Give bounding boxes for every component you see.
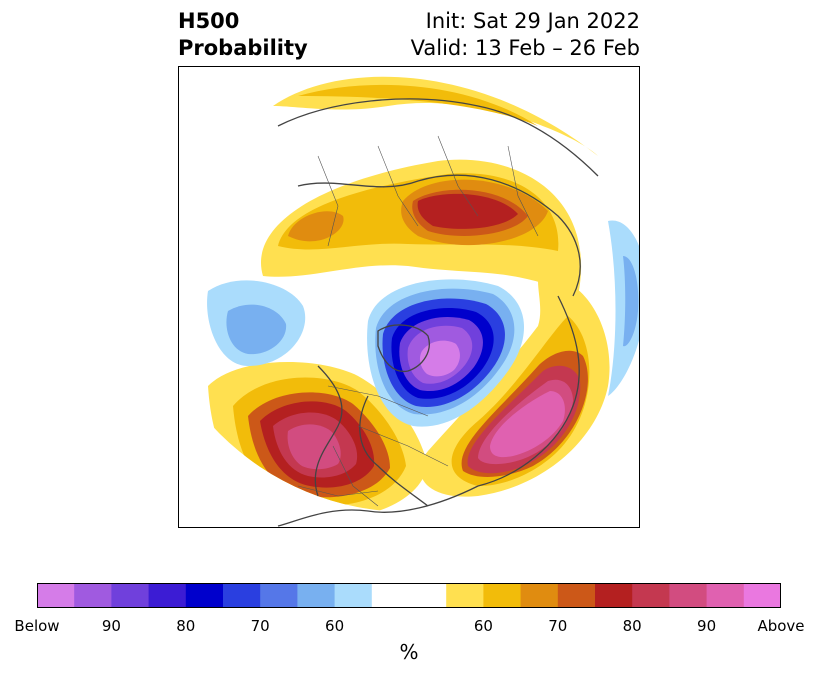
colorbar-tick-label: 80 [176, 617, 196, 635]
colorbar-swatch [334, 583, 373, 608]
title-line-2: Probability [178, 36, 308, 60]
contour-below-arctic-core [419, 340, 460, 377]
title-line-1: H500 [178, 9, 240, 33]
colorbar-label: % [399, 640, 419, 664]
colorbar-swatch [74, 583, 112, 608]
colorbar-swatch [669, 583, 708, 608]
valid-range: Valid: 13 Feb – 26 Feb [410, 36, 640, 60]
colorbar-tick-label: Below [14, 617, 60, 635]
colorbar-swatch [632, 583, 670, 608]
contour-above-eurasia-west [288, 211, 344, 242]
colorbar-tick-label: 60 [325, 617, 345, 635]
border-4 [507, 145, 539, 237]
contour-above-siberia-red [417, 193, 518, 229]
border-2 [377, 145, 419, 227]
border-8 [297, 485, 379, 497]
colorbar-tick-label: 60 [473, 617, 493, 635]
coast-hudson [359, 395, 429, 507]
chart-title: H500 Probability [178, 8, 308, 62]
colorbar-tick-label: 90 [101, 617, 121, 635]
colorbar-swatch [595, 583, 633, 608]
contour-above-namerica-rose [287, 424, 341, 470]
colorbar-outline [37, 583, 781, 608]
border-7 [332, 445, 379, 507]
colorbar-tick-label: 90 [697, 617, 717, 635]
colorbar-svg [37, 583, 781, 608]
border-3 [437, 135, 479, 217]
border-6 [357, 425, 449, 467]
border-5 [327, 385, 429, 417]
coast-asia-east [477, 295, 580, 487]
colorbar-tick-label: 80 [622, 617, 642, 635]
contour-above-north-inner [298, 84, 538, 126]
coastlines [277, 98, 599, 527]
colorbar-swatch [297, 583, 336, 608]
colorbar-swatch [148, 583, 187, 608]
colorbar-swatch [557, 583, 596, 608]
colorbar-swatch [111, 583, 150, 608]
coast-eurasia-arctic [297, 174, 581, 297]
colorbar-tick-label: Above [757, 617, 805, 635]
contour-above-pacific-pink [490, 391, 565, 458]
borders [297, 135, 539, 507]
coast-greenland [377, 324, 430, 373]
colorbar-tick-label: 70 [250, 617, 270, 635]
contour-below-east-mid [623, 256, 639, 347]
map-svg [178, 66, 640, 528]
colorbar-swatch [706, 583, 745, 608]
colorbar-swatch [260, 583, 298, 608]
colorbar-swatch [446, 583, 484, 608]
colorbar-swatch [520, 583, 559, 608]
colorbar [37, 583, 781, 608]
colorbar-swatch [409, 583, 447, 608]
probability-map [178, 66, 640, 528]
coast-namerica-west [314, 365, 343, 497]
map-border [178, 66, 640, 528]
contour-below-west-mid [226, 304, 287, 355]
colorbar-tick-label: 70 [548, 617, 568, 635]
colorbar-swatch [37, 583, 75, 608]
colorbar-swatch [223, 583, 261, 608]
date-info: Init: Sat 29 Jan 2022 Valid: 13 Feb – 26… [411, 8, 640, 62]
border-1 [317, 155, 339, 247]
colorbar-swatch [185, 583, 224, 608]
init-date: Init: Sat 29 Jan 2022 [425, 9, 640, 33]
colorbar-swatch [371, 583, 410, 608]
colorbar-swatch [743, 583, 781, 608]
coast-namerica-east [277, 485, 479, 527]
colorbar-swatch [483, 583, 522, 608]
coast-eurasia-north [277, 98, 599, 177]
